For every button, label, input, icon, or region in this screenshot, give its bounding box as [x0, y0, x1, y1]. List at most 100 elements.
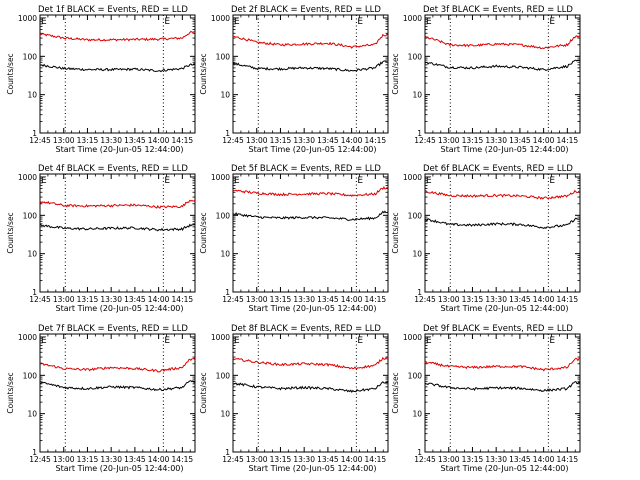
x-tick-label: 14:00 [341, 455, 363, 464]
y-tick-label: 10 [412, 91, 422, 100]
x-tick-label: 13:45 [509, 136, 531, 145]
series-line-lld [424, 357, 581, 372]
plot-frame [39, 14, 196, 134]
series-line-events [424, 381, 581, 393]
x-tick-label: 14:15 [172, 295, 194, 304]
y-tick-label: 100 [408, 211, 423, 220]
x-tick-label: 13:15 [270, 295, 292, 304]
y-tick-label: 1 [225, 448, 230, 457]
x-tick-label: 14:15 [172, 455, 194, 464]
x-tick-label: 13:15 [77, 455, 99, 464]
x-axis-label: Start Time (20-Jun-05 12:44:00) [441, 304, 569, 313]
x-tick-label: 13:00 [438, 295, 460, 304]
y-tick-label: 10 [27, 250, 37, 259]
x-tick-label: 14:15 [557, 295, 579, 304]
panel-det-7: Det 7f BLACK = Events, RED = LLD 1 10 100 10… [6, 324, 196, 473]
x-tick-label: 13:45 [317, 295, 339, 304]
panel-det-4: Det 4f BLACK = Events, RED = LLD 1 10 100 10… [6, 164, 196, 313]
y-tick-label: 100 [408, 52, 423, 61]
x-tick-label: 13:45 [509, 295, 531, 304]
panel-det-3: Det 3f BLACK = Events, RED = LLD 1 10 100 10… [391, 5, 581, 154]
series-line-lld [424, 189, 581, 200]
x-axis-label: Start Time (20-Jun-05 12:44:00) [56, 464, 184, 473]
x-tick-label: 13:00 [438, 455, 460, 464]
x-tick-label: 12:45 [222, 455, 244, 464]
x-tick-label: 13:30 [485, 136, 507, 145]
x-tick-label: 13:30 [100, 455, 122, 464]
event-marker-label: E [426, 336, 432, 346]
y-tick-label: 1 [417, 288, 422, 297]
series-line-events [39, 63, 196, 73]
y-axis-label: Counts/sec [199, 372, 208, 413]
x-tick-label: 12:45 [414, 295, 436, 304]
event-marker-label: E [426, 176, 432, 186]
y-tick-label: 1 [32, 129, 37, 138]
event-marker-label: E [549, 176, 555, 186]
y-tick-label: 10 [27, 91, 37, 100]
x-tick-label: 13:30 [293, 136, 315, 145]
y-tick-label: 1 [417, 129, 422, 138]
panel-det-2: Det 2f BLACK = Events, RED = LLD 1 10 100 10… [199, 5, 389, 154]
x-tick-label: 14:00 [148, 295, 170, 304]
x-tick-label: 13:45 [317, 136, 339, 145]
x-tick-label: 13:15 [462, 136, 484, 145]
x-tick-label: 12:45 [414, 136, 436, 145]
event-marker-label: E [426, 17, 432, 27]
panel-det-9: Det 9f BLACK = Events, RED = LLD 1 10 100 10… [391, 324, 581, 473]
x-tick-label: 14:00 [148, 136, 170, 145]
plot-frame [424, 173, 581, 293]
x-tick-label: 12:45 [29, 455, 51, 464]
y-tick-label: 1000 [18, 333, 37, 342]
x-axis-label: Start Time (20-Jun-05 12:44:00) [441, 145, 569, 154]
event-marker-label: E [549, 336, 555, 346]
x-tick-label: 13:00 [53, 295, 75, 304]
series-line-lld [232, 356, 389, 370]
x-axis-label: Start Time (20-Jun-05 12:44:00) [441, 464, 569, 473]
y-tick-label: 1 [32, 448, 37, 457]
y-axis-label: Counts/sec [391, 372, 400, 413]
x-tick-label: 13:30 [293, 295, 315, 304]
y-axis-label: Counts/sec [199, 212, 208, 253]
x-tick-label: 14:00 [533, 295, 555, 304]
x-tick-label: 14:00 [533, 455, 555, 464]
y-tick-label: 1 [417, 448, 422, 457]
y-tick-label: 100 [216, 371, 231, 380]
x-tick-label: 14:15 [557, 136, 579, 145]
x-tick-label: 13:30 [293, 455, 315, 464]
panel-det-6: Det 6f BLACK = Events, RED = LLD 1 10 100 10… [391, 164, 581, 313]
y-tick-label: 100 [23, 211, 38, 220]
x-axis-label: Start Time (20-Jun-05 12:44:00) [249, 304, 377, 313]
x-tick-label: 14:15 [172, 136, 194, 145]
y-axis-label: Counts/sec [6, 372, 15, 413]
x-tick-label: 14:15 [557, 455, 579, 464]
x-tick-label: 12:45 [222, 136, 244, 145]
event-marker-label: E [41, 17, 47, 27]
event-marker-label: E [234, 176, 240, 186]
y-tick-label: 100 [23, 371, 38, 380]
event-marker-label: E [549, 17, 555, 27]
y-tick-label: 10 [220, 91, 230, 100]
series-line-lld [39, 199, 196, 209]
series-line-events [424, 217, 581, 230]
x-tick-label: 12:45 [29, 136, 51, 145]
x-axis-label: Start Time (20-Jun-05 12:44:00) [56, 304, 184, 313]
y-axis-label: Counts/sec [391, 212, 400, 253]
y-tick-label: 10 [412, 250, 422, 259]
panel-title: Det 2f BLACK = Events, RED = LLD [231, 5, 381, 15]
event-marker-label: E [164, 176, 170, 186]
panel-title: Det 9f BLACK = Events, RED = LLD [423, 324, 573, 334]
y-tick-label: 100 [408, 371, 423, 380]
x-tick-label: 13:15 [77, 136, 99, 145]
x-tick-label: 13:00 [246, 455, 268, 464]
event-marker-label: E [357, 336, 363, 346]
x-tick-label: 13:00 [53, 455, 75, 464]
series-line-lld [232, 33, 389, 49]
panel-title: Det 3f BLACK = Events, RED = LLD [423, 5, 573, 15]
x-tick-label: 12:45 [414, 455, 436, 464]
panel-det-5: Det 5f BLACK = Events, RED = LLD 1 10 100 10… [199, 164, 389, 313]
x-tick-label: 14:15 [365, 455, 387, 464]
x-tick-label: 14:00 [341, 295, 363, 304]
x-tick-label: 12:45 [222, 295, 244, 304]
event-marker-label: E [164, 17, 170, 27]
